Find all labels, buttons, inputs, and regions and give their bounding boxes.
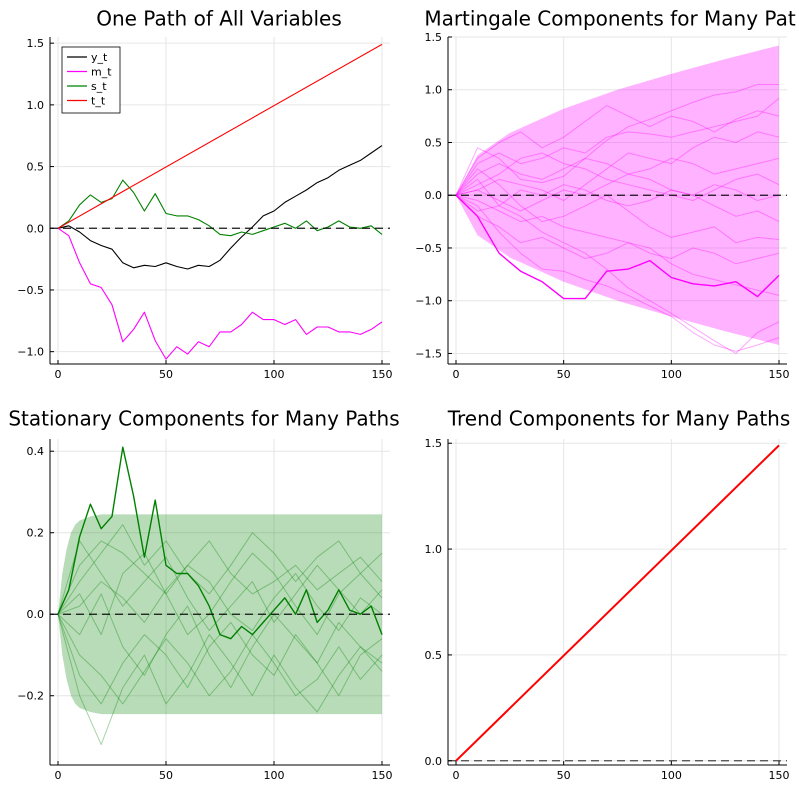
series-line-y-t xyxy=(57,145,383,270)
x-tick-label: 100 xyxy=(661,769,682,782)
y-tick-label: 0.4 xyxy=(27,445,45,458)
y-tick-label: 0.0 xyxy=(425,755,443,768)
series-line-9 xyxy=(57,564,383,631)
chart-panel-p4: Trend Components for Many Paths 0 50 100 150… xyxy=(425,407,791,783)
series-line-12 xyxy=(455,173,780,212)
y-tick-label: −1.0 xyxy=(17,346,44,359)
plot-area xyxy=(455,45,780,354)
series-line-1 xyxy=(57,540,383,615)
series-line-6 xyxy=(455,194,780,265)
y-tick-label: 0.5 xyxy=(425,136,443,149)
series-line-7 xyxy=(57,540,383,631)
y-tick-label: 0.0 xyxy=(27,222,45,235)
x-tick-label: 0 xyxy=(55,368,62,381)
series-line-0 xyxy=(455,194,780,300)
series-line-4 xyxy=(455,178,780,354)
legend-label: t_t xyxy=(91,95,106,108)
legend-label: m_t xyxy=(91,66,112,79)
series-line-11 xyxy=(455,194,780,296)
x-tick-label: 100 xyxy=(264,368,285,381)
series-line-8 xyxy=(57,613,383,705)
series-line-1 xyxy=(455,84,779,196)
legend-label: s_t xyxy=(91,80,107,93)
y-tick-label: 1.5 xyxy=(425,437,443,450)
series-line-9 xyxy=(455,168,780,244)
y-tick-label: −0.5 xyxy=(17,284,44,297)
y-tick-label: 1.5 xyxy=(425,31,443,44)
series-line-3 xyxy=(455,194,780,352)
x-tick-label: 0 xyxy=(453,769,460,782)
x-tick-label: 50 xyxy=(159,769,173,782)
x-tick-label: 50 xyxy=(159,368,173,381)
y-tick-label: 0.5 xyxy=(425,649,443,662)
plot-area xyxy=(57,43,383,360)
y-tick-label: 0.0 xyxy=(27,608,45,621)
y-tick-label: 1.0 xyxy=(425,84,443,97)
series-line-7 xyxy=(455,152,780,201)
chart-title: Stationary Components for Many Paths xyxy=(8,407,399,431)
series-line-2 xyxy=(455,97,780,196)
y-tick-label: 0.2 xyxy=(27,527,45,540)
series-line-13 xyxy=(455,105,780,196)
x-tick-label: 150 xyxy=(372,769,393,782)
series-line-s-t xyxy=(57,179,383,237)
y-tick-label: 1.0 xyxy=(27,99,45,112)
x-tick-label: 50 xyxy=(557,368,571,381)
x-tick-label: 50 xyxy=(557,769,571,782)
plot-area xyxy=(455,444,780,762)
chart-title: One Path of All Variables xyxy=(96,7,342,31)
y-tick-label: −0.5 xyxy=(415,242,442,255)
y-tick-label: 1.0 xyxy=(425,543,443,556)
x-tick-label: 0 xyxy=(55,769,62,782)
series-line-0 xyxy=(57,446,383,640)
chart-panel-p2: Martingale Components for Many Pat 0 50 100… xyxy=(415,7,796,382)
series-line-8 xyxy=(455,184,780,223)
chart-panel-p3: Stationary Components for Many Paths 0 50 1… xyxy=(8,407,399,783)
y-tick-label: −1.0 xyxy=(415,295,442,308)
x-tick-label: 100 xyxy=(661,368,682,381)
series-line-m-t xyxy=(57,227,383,360)
y-tick-label: 0.0 xyxy=(425,189,443,202)
legend: y_t m_ts_t t_t xyxy=(61,46,121,114)
series-line-6 xyxy=(57,593,383,689)
series-line-4 xyxy=(57,614,383,746)
x-tick-label: 100 xyxy=(264,769,285,782)
y-tick-label: −0.2 xyxy=(17,690,44,703)
plot-area xyxy=(57,446,383,746)
x-tick-label: 150 xyxy=(769,368,790,381)
series-line-5 xyxy=(455,131,780,201)
series-line-t-t xyxy=(57,43,383,229)
chart-panel-p1: One Path of All Variables 0 50 100 150 −1.0 −0… xyxy=(17,7,392,382)
x-tick-label: 150 xyxy=(769,769,790,782)
legend-box xyxy=(61,46,121,114)
y-tick-label: 0.5 xyxy=(27,161,45,174)
y-tick-label: −1.5 xyxy=(415,347,442,360)
chart-title: Trend Components for Many Paths xyxy=(447,407,791,431)
legend-label: y_t xyxy=(91,51,108,64)
series-line-0 xyxy=(455,444,780,762)
x-tick-label: 0 xyxy=(453,368,460,381)
y-tick-label: 1.5 xyxy=(27,37,45,50)
chart-title: Martingale Components for Many Pat xyxy=(424,7,796,31)
series-line-10 xyxy=(455,157,780,196)
series-line-2 xyxy=(57,614,383,705)
x-tick-label: 150 xyxy=(372,368,393,381)
series-line-5 xyxy=(57,524,383,615)
